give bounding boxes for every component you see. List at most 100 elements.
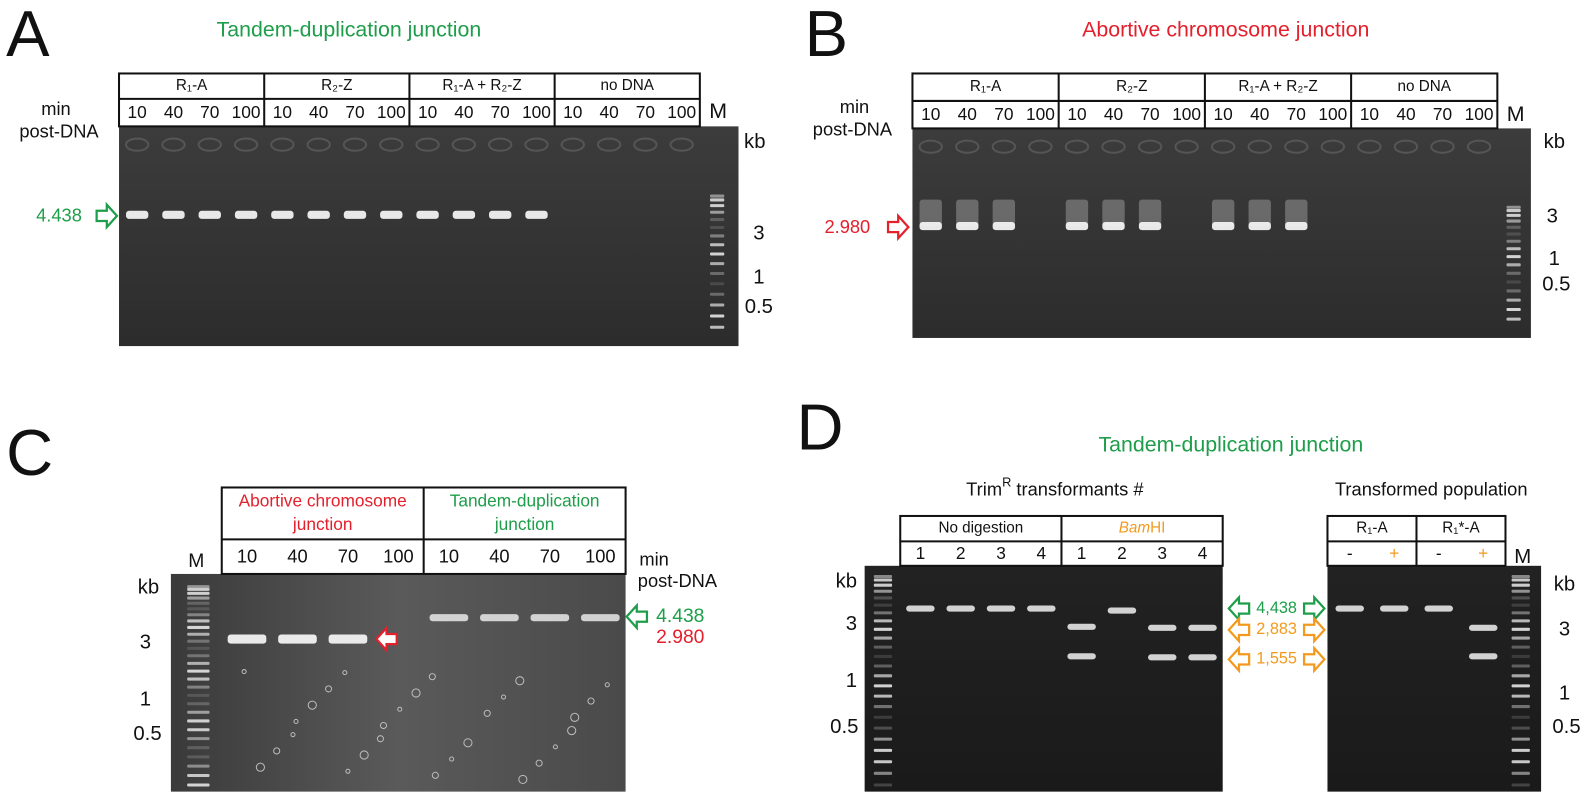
lane-label: 4 <box>1198 543 1208 563</box>
ladder-band <box>710 234 725 238</box>
ladder-band <box>710 271 725 276</box>
ladder-band <box>187 596 210 600</box>
gel-well <box>233 137 259 152</box>
gel-well <box>415 137 440 152</box>
size-tick: 0.5 <box>133 723 161 745</box>
ladder-band <box>187 773 210 778</box>
band-smear <box>992 199 1016 227</box>
gel-image <box>1327 565 1542 792</box>
dna-band <box>1468 653 1498 660</box>
dna-band <box>227 634 267 644</box>
size-tick: 0.5 <box>1542 273 1570 295</box>
gel-image <box>912 128 1531 338</box>
group-label: R₁-A <box>1356 520 1388 537</box>
band-size-label: 2,883 <box>1256 620 1297 638</box>
gel-well <box>1320 139 1346 154</box>
gel-bubble <box>342 670 348 676</box>
gel-bubble <box>515 676 525 686</box>
size-unit: kb <box>1544 131 1565 153</box>
group-label-line: junction <box>292 514 353 534</box>
dna-band <box>480 614 519 622</box>
lane-label: 10 <box>1067 104 1086 124</box>
ladder-band <box>710 325 725 329</box>
ladder-band <box>710 252 725 256</box>
dna-band <box>581 614 620 622</box>
gel-bubble <box>273 747 281 755</box>
gel-bubble <box>463 738 473 748</box>
gel-image <box>170 573 626 792</box>
ladder-band <box>710 243 725 247</box>
lane-label: 40 <box>1396 104 1415 124</box>
dna-band <box>198 210 221 219</box>
ladder-band <box>873 783 893 787</box>
ladder-band <box>710 218 725 222</box>
lane-label: 100 <box>383 545 414 566</box>
lane-label: 40 <box>958 104 977 124</box>
ladder-band <box>1511 611 1530 615</box>
dna-band <box>1335 605 1364 612</box>
lane-label: 100 <box>1026 104 1055 124</box>
ladder-band <box>187 710 210 714</box>
size-tick: 1 <box>753 266 764 288</box>
ladder-band <box>710 282 725 286</box>
lane-label: 10 <box>237 545 257 566</box>
band-arrow <box>886 212 910 242</box>
lane-label: - <box>1436 543 1442 563</box>
time-label: post-DNA <box>19 120 99 141</box>
ladder-band <box>1511 748 1530 752</box>
ladder-band <box>873 583 893 587</box>
lane-label: - <box>1347 543 1353 563</box>
size-tick: 1 <box>140 688 151 710</box>
ladder-band <box>873 684 893 688</box>
lane-label: 70 <box>1433 104 1452 124</box>
ladder-band <box>1506 317 1521 321</box>
group-label: R₁-A + R₂-Z <box>1238 78 1317 95</box>
size-unit: kb <box>138 577 159 599</box>
group-label: R₁-A <box>970 78 1002 95</box>
group-label-line: junction <box>494 514 555 534</box>
ladder-band <box>873 603 893 607</box>
group-label: no DNA <box>1398 78 1452 95</box>
lane-label: 100 <box>1172 104 1201 124</box>
lane-label: 10 <box>128 102 147 122</box>
lane-label: + <box>1478 543 1488 563</box>
dna-band <box>488 210 512 219</box>
gel-bubble <box>483 709 491 717</box>
lane-label: 1 <box>1077 543 1087 563</box>
panel-c: C Abortive chromosome junction 10 40 70 100 Tan… <box>6 416 718 792</box>
gel-well <box>342 137 368 152</box>
lane-label: 40 <box>287 545 307 566</box>
ladder-band <box>1511 619 1530 623</box>
size-tick: 0.5 <box>745 296 773 318</box>
lane-label: 10 <box>418 102 437 122</box>
gel-bubble <box>325 685 333 693</box>
dna-band <box>234 210 258 219</box>
lane-label: 10 <box>1360 104 1379 124</box>
time-label: min <box>639 549 668 570</box>
gel-well <box>379 137 404 152</box>
gel-bubble <box>345 768 351 774</box>
band-size-label: 4.438 <box>36 205 82 226</box>
lane-label: 70 <box>491 102 510 122</box>
gel-bubble <box>587 697 595 705</box>
lane-label: 40 <box>599 102 618 122</box>
lane-label: 10 <box>563 102 582 122</box>
ladder-band <box>1511 583 1530 587</box>
ladder-band <box>187 587 210 591</box>
lane-label: 10 <box>273 102 292 122</box>
ladder-band <box>710 194 725 198</box>
dna-band <box>946 605 975 612</box>
dna-band <box>1188 654 1217 661</box>
band-size-label: 4.438 <box>656 606 704 627</box>
ladder-band <box>1506 239 1521 243</box>
group-label-line: Abortive chromosome <box>239 490 407 510</box>
lane-label: 40 <box>1250 104 1269 124</box>
ladder-band <box>187 755 210 759</box>
gel-well <box>1064 139 1090 154</box>
group-label: R₁*-A <box>1442 520 1480 537</box>
lane-label: 100 <box>667 102 696 122</box>
lane-label: 70 <box>338 545 358 566</box>
size-tick: 3 <box>846 613 857 635</box>
gel-well <box>306 137 331 152</box>
